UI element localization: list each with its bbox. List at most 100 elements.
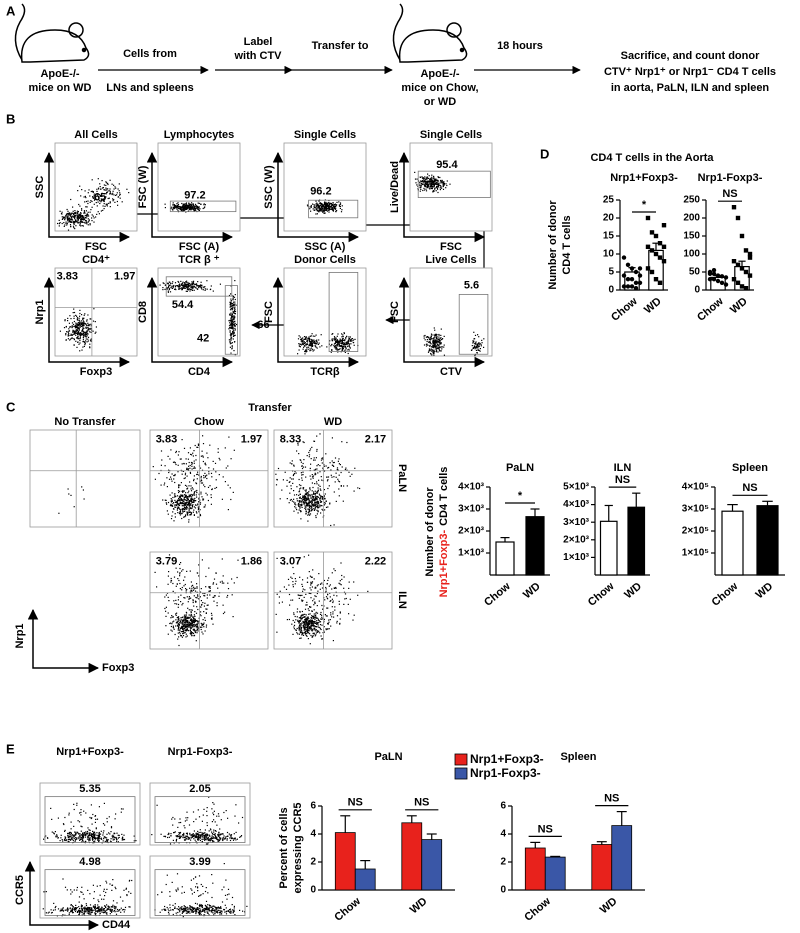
gate-value: 65 xyxy=(94,191,106,203)
event-dot xyxy=(318,622,319,623)
event-dot xyxy=(83,337,84,338)
event-dot xyxy=(303,628,304,629)
event-dot xyxy=(94,217,95,218)
event-dot xyxy=(57,223,58,224)
event-dot xyxy=(311,623,312,624)
event-dot xyxy=(79,342,80,343)
event-dot xyxy=(101,839,102,840)
event-dot xyxy=(202,624,203,625)
event-dot xyxy=(423,188,424,189)
event-dot xyxy=(305,491,306,492)
event-dot xyxy=(105,185,106,186)
step-text: Transfer to xyxy=(312,40,369,52)
event-dot xyxy=(188,289,189,290)
event-dot xyxy=(348,343,349,344)
event-dot xyxy=(341,575,342,576)
event-dot xyxy=(317,342,318,343)
event-dot xyxy=(232,309,233,310)
event-dot xyxy=(429,175,430,176)
event-dot xyxy=(173,616,174,617)
event-dot xyxy=(420,177,421,178)
event-dot xyxy=(308,555,309,556)
event-dot xyxy=(330,584,331,585)
event-dot xyxy=(183,287,184,288)
event-dot xyxy=(188,618,189,619)
recipient-text: mice on Chow, xyxy=(401,82,478,94)
event-dot xyxy=(330,614,331,615)
event-dot xyxy=(172,497,173,498)
event-dot xyxy=(178,616,179,617)
event-dot xyxy=(324,466,325,467)
event-dot xyxy=(192,208,193,209)
event-dot xyxy=(292,584,293,585)
event-dot xyxy=(182,569,183,570)
event-dot xyxy=(90,202,91,203)
event-dot xyxy=(333,601,334,602)
event-dot xyxy=(188,459,189,460)
event-dot xyxy=(230,293,231,294)
event-dot xyxy=(205,476,206,477)
event-dot xyxy=(478,342,479,343)
event-dot xyxy=(315,343,316,344)
event-dot xyxy=(182,500,183,501)
event-dot xyxy=(181,482,182,483)
event-dot xyxy=(334,346,335,347)
event-dot xyxy=(234,303,235,304)
event-dot xyxy=(201,285,202,286)
event-dot xyxy=(288,579,289,580)
event-dot xyxy=(189,468,190,469)
event-dot xyxy=(172,209,173,210)
event-dot xyxy=(178,507,179,508)
event-dot xyxy=(433,352,434,353)
event-dot xyxy=(195,204,196,205)
event-dot xyxy=(316,481,317,482)
event-dot xyxy=(325,453,326,454)
event-dot xyxy=(308,514,309,515)
event-dot xyxy=(84,346,85,347)
event-dot xyxy=(155,479,156,480)
event-dot xyxy=(92,214,93,215)
event-dot xyxy=(63,222,64,223)
event-dot xyxy=(474,345,475,346)
event-dot xyxy=(316,498,317,499)
event-dot xyxy=(177,471,178,472)
event-dot xyxy=(312,600,313,601)
event-dot xyxy=(171,615,172,616)
event-dot xyxy=(301,632,302,633)
event-dot xyxy=(224,612,225,613)
event-dot xyxy=(201,588,202,589)
recipient-text: ApoE-/- xyxy=(420,68,459,80)
event-dot xyxy=(301,624,302,625)
event-dot xyxy=(192,207,193,208)
event-dot xyxy=(317,505,318,506)
event-dot xyxy=(197,207,198,208)
event-dot xyxy=(304,353,305,354)
event-dot xyxy=(116,838,117,839)
event-dot xyxy=(187,504,188,505)
event-dot xyxy=(478,346,479,347)
event-dot xyxy=(217,588,218,589)
event-dot xyxy=(198,207,199,208)
event-dot xyxy=(420,187,421,188)
event-dot xyxy=(293,573,294,574)
event-dot xyxy=(175,285,176,286)
event-dot xyxy=(281,490,282,491)
event-dot xyxy=(307,509,308,510)
event-dot xyxy=(311,615,312,616)
event-dot xyxy=(213,584,214,585)
event-dot xyxy=(193,204,194,205)
event-dot xyxy=(194,466,195,467)
event-dot xyxy=(92,179,93,180)
event-dot xyxy=(348,613,349,614)
event-dot xyxy=(287,498,288,499)
event-dot xyxy=(321,345,322,346)
event-dot xyxy=(176,451,177,452)
event-dot xyxy=(71,216,72,217)
event-dot xyxy=(198,575,199,576)
event-dot xyxy=(71,334,72,335)
event-dot xyxy=(300,518,301,519)
event-dot xyxy=(161,485,162,486)
event-dot xyxy=(427,339,428,340)
event-dot xyxy=(299,628,300,629)
event-dot xyxy=(184,511,185,512)
